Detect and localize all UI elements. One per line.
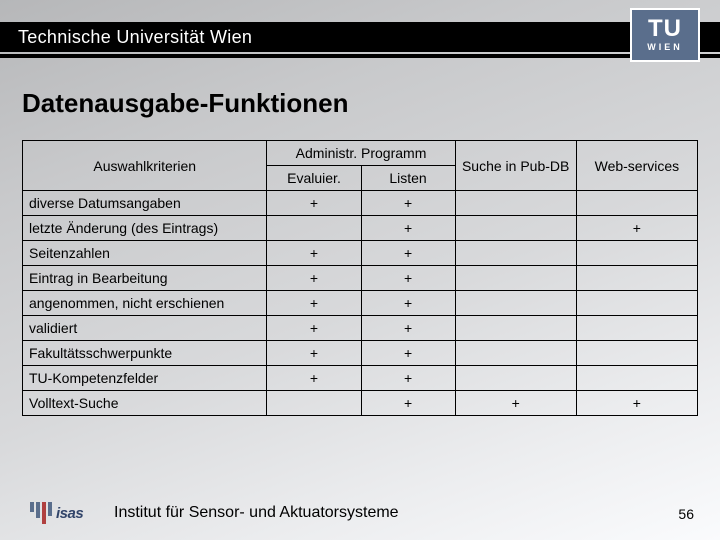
row-label: letzte Änderung (des Eintrags): [23, 216, 267, 241]
table-cell: +: [361, 341, 455, 366]
table-cell: [576, 191, 697, 216]
isas-bar: [42, 502, 46, 524]
table-cell: +: [455, 391, 576, 416]
table-row: letzte Änderung (des Eintrags) + +: [23, 216, 698, 241]
table-cell: +: [576, 391, 697, 416]
table-cell: [455, 341, 576, 366]
table-cell: +: [267, 366, 361, 391]
header-listen: Listen: [361, 166, 455, 191]
table-cell: [455, 316, 576, 341]
row-label: TU-Kompetenzfelder: [23, 366, 267, 391]
table-row: Seitenzahlen++: [23, 241, 698, 266]
table-cell: [455, 191, 576, 216]
table-cell: +: [361, 391, 455, 416]
row-label: diverse Datumsangaben: [23, 191, 267, 216]
header-auswahlkriterien: Auswahlkriterien: [23, 141, 267, 191]
table-row: Fakultätsschwerpunkte++: [23, 341, 698, 366]
table-row: TU-Kompetenzfelder++: [23, 366, 698, 391]
table-cell: +: [267, 316, 361, 341]
table-row: Volltext-Suche+++: [23, 391, 698, 416]
slide: Technische Universität Wien TU WIEN Date…: [0, 0, 720, 540]
row-label: validiert: [23, 316, 267, 341]
logo-wien-text: WIEN: [647, 42, 683, 52]
slide-title: Datenausgabe-Funktionen: [22, 88, 348, 119]
table-row: angenommen, nicht erschienen++: [23, 291, 698, 316]
table-cell: +: [267, 291, 361, 316]
table: Auswahlkriterien Administr. Programm Suc…: [22, 140, 698, 416]
footer: isas Institut für Sensor- und Aktuatorsy…: [0, 496, 720, 526]
table-cell: +: [267, 266, 361, 291]
table-cell: [576, 291, 697, 316]
isas-logo: isas: [30, 500, 98, 526]
row-label: Seitenzahlen: [23, 241, 267, 266]
table-cell: [267, 216, 361, 241]
table-row: validiert++: [23, 316, 698, 341]
isas-text: isas: [56, 505, 83, 522]
table-cell: +: [361, 241, 455, 266]
table-cell: +: [267, 241, 361, 266]
header-evaluier: Evaluier.: [267, 166, 361, 191]
table-cell: +: [361, 316, 455, 341]
row-label: Volltext-Suche: [23, 391, 267, 416]
table-cell: +: [361, 191, 455, 216]
table-cell: [455, 291, 576, 316]
header-webservices: Web-services: [576, 141, 697, 191]
header-suche-pubdb: Suche in Pub-DB: [455, 141, 576, 191]
header: Technische Universität Wien TU WIEN: [0, 0, 720, 72]
table-cell: +: [361, 216, 455, 241]
table-cell: +: [361, 291, 455, 316]
header-underline: [0, 54, 720, 58]
table-cell: [267, 391, 361, 416]
row-label: Fakultätsschwerpunkte: [23, 341, 267, 366]
table-cell: +: [267, 191, 361, 216]
isas-bar: [36, 502, 40, 518]
isas-bar: [48, 502, 52, 516]
isas-logo-bars: [30, 502, 52, 524]
page-number: 56: [678, 506, 694, 522]
table-header-row-1: Auswahlkriterien Administr. Programm Suc…: [23, 141, 698, 166]
table-cell: +: [576, 216, 697, 241]
table-cell: [576, 241, 697, 266]
table-body: diverse Datumsangaben++letzte Änderung (…: [23, 191, 698, 416]
tu-wien-logo: TU WIEN: [630, 8, 700, 62]
table-cell: [455, 216, 576, 241]
table-cell: [576, 316, 697, 341]
row-label: Eintrag in Bearbeitung: [23, 266, 267, 291]
table-cell: [576, 366, 697, 391]
header-administr-programm: Administr. Programm: [267, 141, 455, 166]
table-cell: [576, 341, 697, 366]
table-cell: +: [267, 341, 361, 366]
row-label: angenommen, nicht erschienen: [23, 291, 267, 316]
table-cell: +: [361, 266, 455, 291]
table-cell: [576, 266, 697, 291]
table-cell: [455, 366, 576, 391]
logo-tu-text: TU: [648, 18, 682, 40]
table-row: diverse Datumsangaben++: [23, 191, 698, 216]
table-row: Eintrag in Bearbeitung++: [23, 266, 698, 291]
institute-name: Institut für Sensor- und Aktuatorsysteme: [114, 504, 399, 522]
table-cell: [455, 241, 576, 266]
table-cell: +: [361, 366, 455, 391]
features-table: Auswahlkriterien Administr. Programm Suc…: [22, 140, 698, 416]
table-cell: [455, 266, 576, 291]
isas-bar: [30, 502, 34, 512]
university-name: Technische Universität Wien: [18, 22, 252, 52]
